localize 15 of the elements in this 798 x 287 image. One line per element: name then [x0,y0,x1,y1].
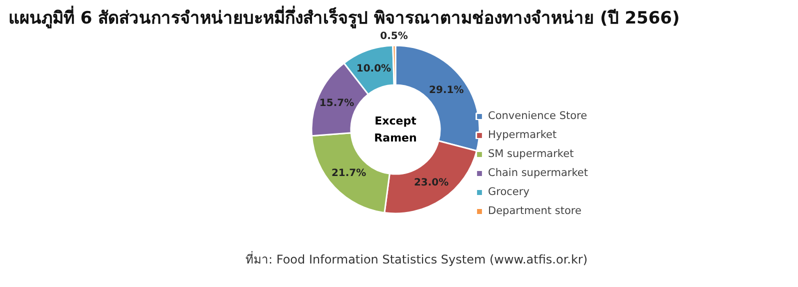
data-label: 10.0% [356,64,392,75]
chart-title: แผนภูมิที่ 6 สัดส่วนการจำหน่ายบะหมี่กึ่งสำเร็จรูป พิจารณาตามช่องทางจำหน่าย (ปี 2566) [8,6,680,30]
data-label: 15.7% [319,98,354,109]
legend-label: Department store [488,205,582,217]
data-label: 21.7% [331,168,366,180]
text: ที่มา: Food Information Statistics System (www.atfis.or.kr) [246,250,588,266]
text: Except Ramen [374,114,417,144]
legend-label: SM supermarket [488,148,574,160]
data-label: 0.5% [380,31,408,42]
data-label: 23.0% [414,177,449,188]
legend-label: Convenience Store [488,110,588,122]
legend-label: Grocery [488,186,530,198]
legend-label: Hypermarket [488,129,557,141]
data-label: 29.1% [429,84,464,96]
legend-label: Chain supermarket [488,167,588,179]
